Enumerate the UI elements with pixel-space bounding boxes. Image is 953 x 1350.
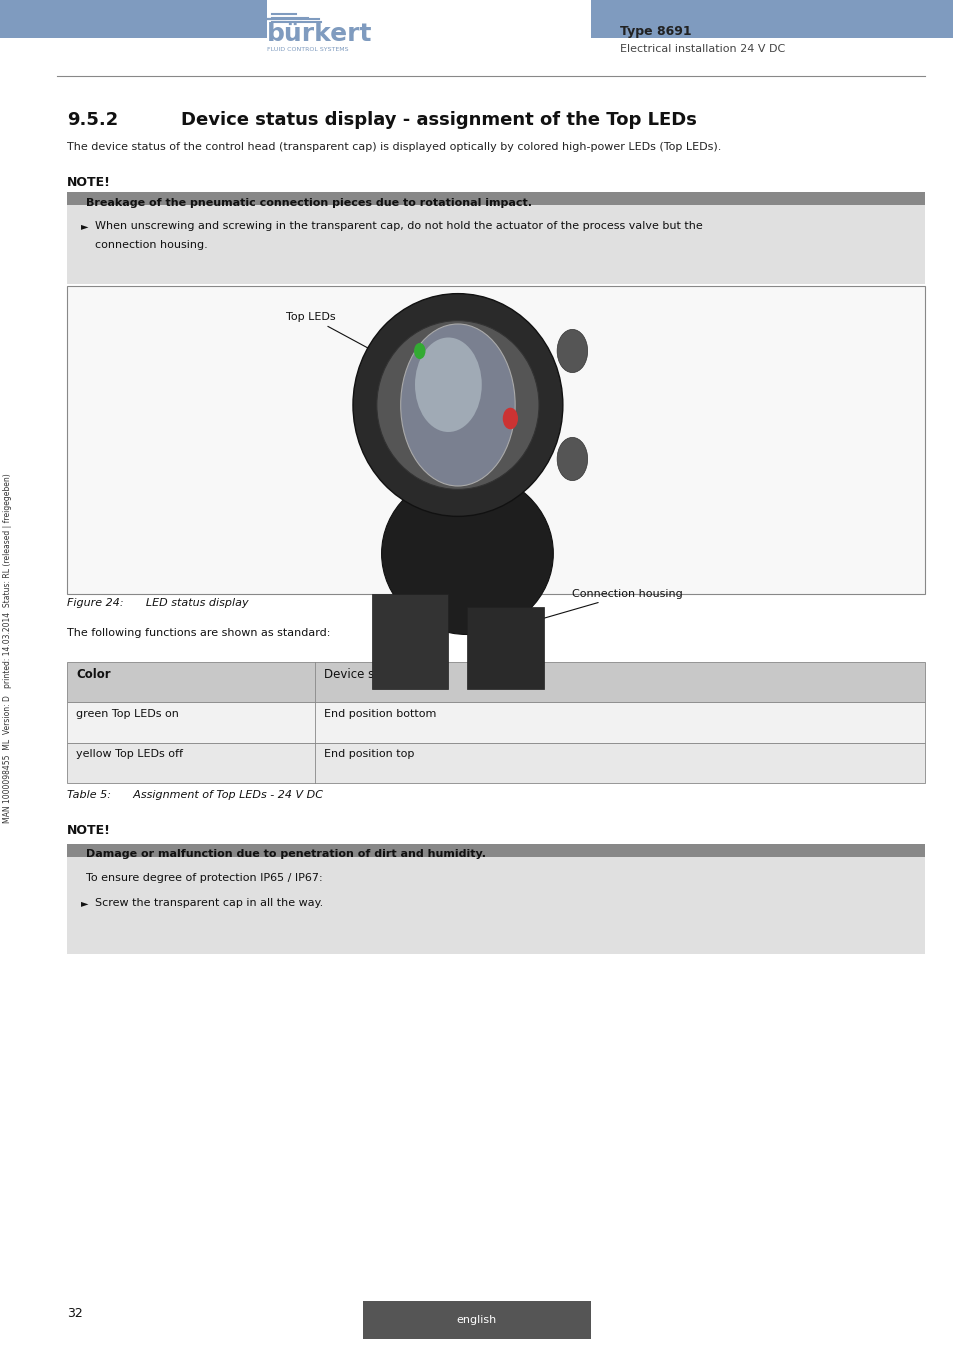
Bar <box>467 608 543 688</box>
Text: Electrical installation 24 V DC: Electrical installation 24 V DC <box>619 43 784 54</box>
Circle shape <box>400 324 515 486</box>
Text: connection housing.: connection housing. <box>95 240 208 250</box>
Ellipse shape <box>376 321 538 490</box>
Bar <box>67 857 924 954</box>
Ellipse shape <box>381 472 553 634</box>
Text: Table 5:  Assignment of Top LEDs - 24 V DC: Table 5: Assignment of Top LEDs - 24 V D… <box>67 790 322 799</box>
Circle shape <box>557 329 587 373</box>
Text: Figure 24:  LED status display: Figure 24: LED status display <box>67 598 248 608</box>
Text: When unscrewing and screwing in the transparent cap, do not hold the actuator of: When unscrewing and screwing in the tran… <box>95 221 702 231</box>
Bar <box>372 594 448 688</box>
Text: The device status of the control head (transparent cap) is displayed optically b: The device status of the control head (t… <box>67 142 720 151</box>
Text: Connection housing: Connection housing <box>537 589 682 621</box>
Text: ►: ► <box>81 221 89 231</box>
Text: NOTE!: NOTE! <box>67 176 111 189</box>
Bar <box>591 0 953 38</box>
Circle shape <box>557 437 587 481</box>
Text: The following functions are shown as standard:: The following functions are shown as sta… <box>67 628 330 637</box>
Circle shape <box>414 343 425 359</box>
Bar <box>67 743 924 783</box>
Text: Damage or malfunction due to penetration of dirt and humidity.: Damage or malfunction due to penetration… <box>86 849 485 859</box>
Circle shape <box>502 408 517 429</box>
Bar <box>67 205 924 284</box>
Text: NOTE!: NOTE! <box>67 824 111 837</box>
Text: Breakage of the pneumatic connection pieces due to rotational impact.: Breakage of the pneumatic connection pie… <box>86 198 532 208</box>
Text: Screw the transparent cap in all the way.: Screw the transparent cap in all the way… <box>95 898 323 907</box>
Bar <box>67 662 924 702</box>
Text: End position bottom: End position bottom <box>324 709 436 718</box>
Text: english: english <box>456 1315 497 1326</box>
Bar <box>67 702 924 742</box>
Circle shape <box>415 338 481 432</box>
Text: Color: Color <box>76 668 111 682</box>
Bar <box>67 844 924 857</box>
Text: ►: ► <box>81 898 89 907</box>
Text: yellow Top LEDs off: yellow Top LEDs off <box>76 749 183 759</box>
Ellipse shape <box>353 294 562 517</box>
Bar <box>67 286 924 594</box>
Text: MAN 1000098455  ML  Version: D   printed: 14.03.2014  Status: RL (released | fre: MAN 1000098455 ML Version: D printed: 14… <box>3 472 12 824</box>
Text: bürkert: bürkert <box>267 22 373 46</box>
Text: FLUID CONTROL SYSTEMS: FLUID CONTROL SYSTEMS <box>267 47 348 53</box>
Text: End position top: End position top <box>324 749 415 759</box>
Text: Top LEDs: Top LEDs <box>286 312 444 390</box>
Bar <box>362 1301 591 1339</box>
Text: 9.5.2: 9.5.2 <box>67 111 118 128</box>
Text: To ensure degree of protection IP65 / IP67:: To ensure degree of protection IP65 / IP… <box>86 873 322 883</box>
Bar <box>0 0 267 38</box>
Text: Type 8691: Type 8691 <box>619 24 691 38</box>
Bar <box>67 192 924 205</box>
Text: Device status display - assignment of the Top LEDs: Device status display - assignment of th… <box>181 111 697 128</box>
Text: green Top LEDs on: green Top LEDs on <box>76 709 179 718</box>
Text: 32: 32 <box>67 1307 83 1320</box>
Text: Device status: Device status <box>324 668 405 682</box>
